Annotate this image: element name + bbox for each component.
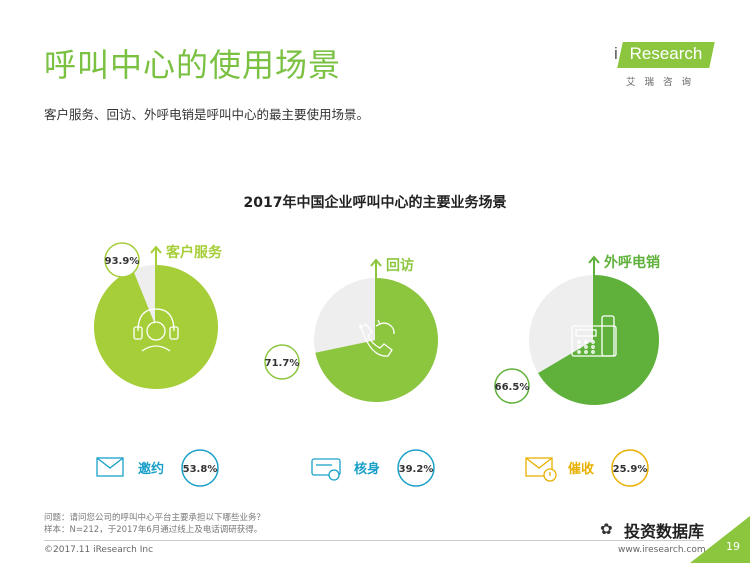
copyright: ©2017.11 iResearch Inc — [44, 545, 154, 555]
headset-band — [137, 308, 175, 332]
small-item-label: 催收 — [568, 461, 595, 477]
chart-title: 2017年中国企业呼叫中心的主要业务场景 — [243, 195, 507, 211]
phone-key — [591, 350, 595, 354]
pie-value-label: 71.7% — [265, 358, 300, 369]
watermark: 投资数据库 — [624, 522, 705, 541]
pie-value-callout — [264, 344, 300, 380]
desk-phone-icon — [571, 315, 617, 357]
page-title: 呼叫中心的使用场景 — [44, 46, 342, 84]
small-item-value: 25.9% — [613, 464, 648, 475]
phone-key — [584, 345, 588, 349]
headset-ear-right — [169, 326, 179, 340]
callback-arc — [379, 322, 395, 335]
pie-arrow-head — [588, 255, 600, 264]
pie-value-label: 66.5% — [495, 382, 530, 393]
callback-arrow — [375, 319, 381, 327]
envelope-flap — [525, 457, 553, 469]
small-item-1: 邀约 53.8% — [96, 449, 219, 487]
small-item-callout — [397, 449, 435, 487]
small-item-label: 邀约 — [138, 461, 164, 477]
headset-face — [146, 321, 166, 341]
small-item-3: 催收 25.9% — [525, 449, 649, 487]
card-check — [328, 469, 340, 481]
page-number: 19 — [726, 540, 740, 553]
pie-3: 外呼电销 66.5% — [494, 254, 660, 405]
phone-key — [577, 345, 581, 349]
footnote: 问题：请问您公司的呼叫中心平台主要承担以下哪些业务？ 样本：N=212，于201… — [44, 512, 265, 536]
corner-decoration — [690, 516, 750, 563]
small-item-callout — [611, 449, 649, 487]
headset-body — [141, 345, 171, 352]
pie-group: 客户服务 93.9% 回访 71.7% 外呼电销 66.5% — [94, 242, 660, 405]
small-item-callout — [181, 449, 219, 487]
phone-key — [591, 345, 595, 349]
pie-slice — [538, 275, 659, 405]
headset-ear-left — [133, 326, 143, 340]
wechat-icon: ✿ — [600, 520, 613, 538]
phone-key — [591, 340, 595, 344]
phone-handset — [359, 323, 393, 357]
logo-i: i — [614, 44, 618, 63]
phone-receiver — [601, 315, 615, 357]
footnote-sample: 样本：N=212，于2017年6月通过线上及电话调研获得。 — [44, 525, 263, 535]
iresearch-logo: i Research 艾瑞咨询 — [612, 42, 715, 92]
customer-service-icon — [133, 308, 179, 352]
small-item-label: 核身 — [354, 461, 380, 477]
footnote-question: 问题：请问您公司的呼叫中心平台主要承担以下哪些业务？ — [44, 513, 266, 523]
pie-arrow-head — [370, 258, 382, 267]
footer-rule — [44, 540, 704, 541]
card-body — [311, 458, 341, 476]
pie-value-callout — [494, 368, 530, 404]
phone-key — [584, 340, 588, 344]
logo-subtitle: 艾瑞咨询 — [626, 77, 701, 88]
pie-category-label: 回访 — [386, 257, 414, 274]
warning-envelope-icon — [525, 457, 557, 482]
pie-value-label: 93.9% — [105, 256, 140, 267]
website: www.iresearch.com.cn — [618, 545, 720, 555]
pie-category-label: 客户服务 — [165, 244, 223, 261]
small-item-value: 53.8% — [183, 464, 218, 475]
id-card-icon — [311, 458, 341, 481]
envelope-icon — [96, 457, 124, 477]
pie-category-label: 外呼电销 — [604, 254, 660, 271]
envelope-flap — [96, 457, 124, 469]
phone-key — [584, 350, 588, 354]
small-items-group: 邀约 53.8% 核身 39.2% 催收 25.9% — [96, 449, 649, 487]
phone-callback-icon — [359, 319, 395, 357]
phone-key — [577, 350, 581, 354]
envelope-body — [96, 457, 124, 477]
small-item-2: 核身 39.2% — [311, 449, 435, 487]
pie-1: 客户服务 93.9% — [94, 242, 223, 389]
page-subtitle: 客户服务、回访、外呼电销是呼叫中心的最主要使用场景。 — [44, 107, 370, 122]
phone-base — [571, 325, 617, 357]
pie-arrow-head — [150, 245, 162, 254]
small-item-value: 39.2% — [399, 464, 434, 475]
logo-name: Research — [629, 44, 703, 63]
phone-key — [577, 340, 581, 344]
pie-2: 回访 71.7% — [264, 257, 438, 403]
pie-value-callout — [104, 242, 140, 278]
phone-display — [575, 329, 597, 337]
envelope-body — [525, 457, 553, 477]
